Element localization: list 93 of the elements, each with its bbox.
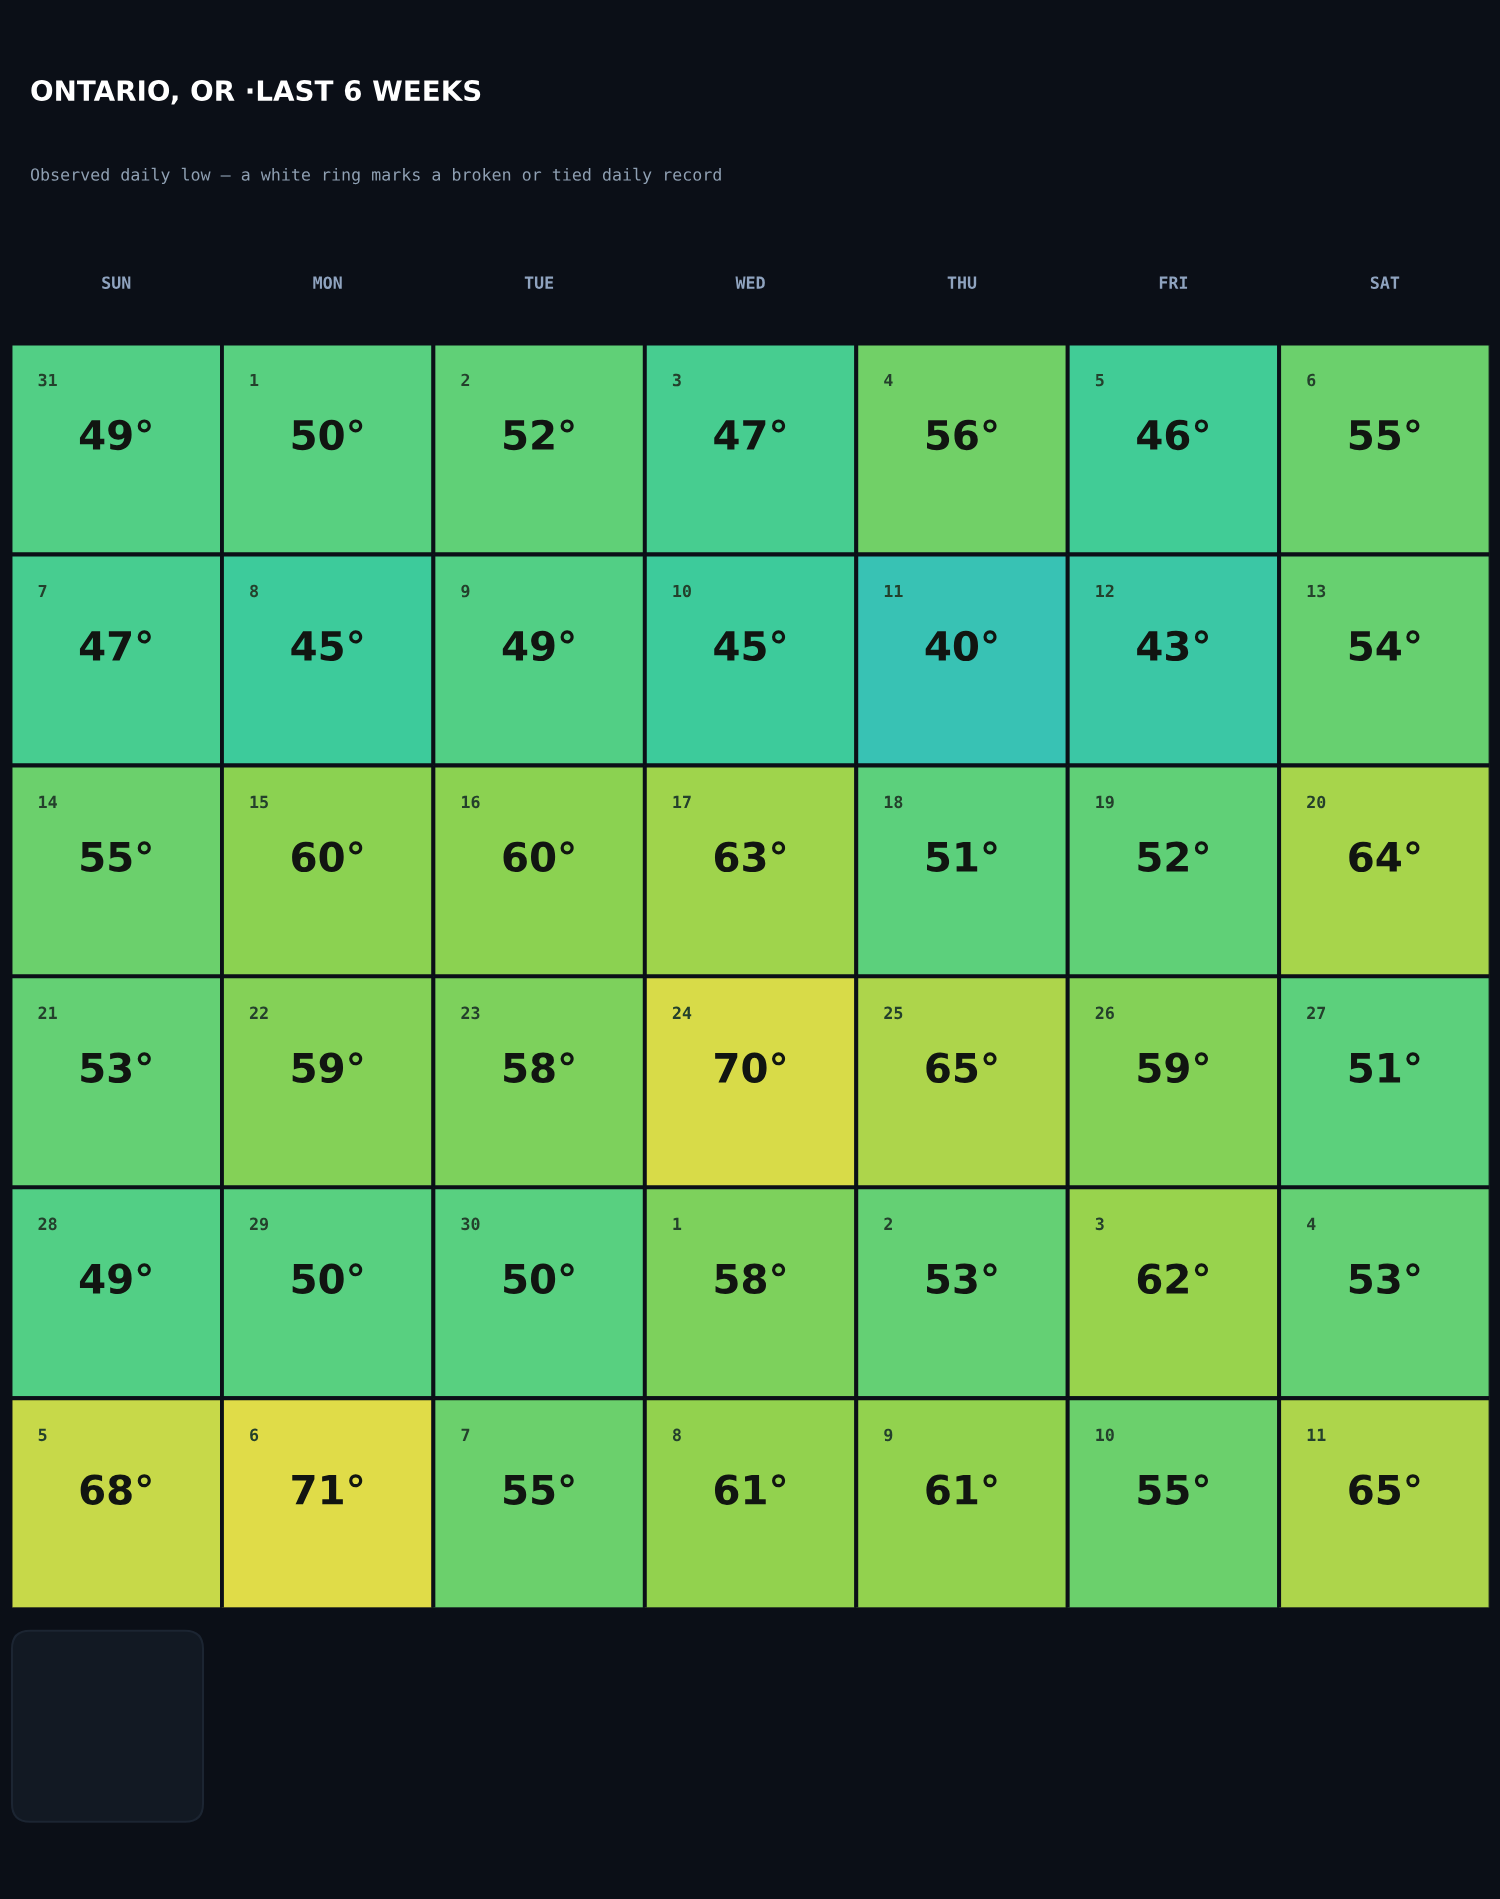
- data-label: 60°: [292, 841, 363, 873]
- data-label: 59°: [292, 1052, 363, 1084]
- annotation: 5: [38, 1428, 47, 1442]
- annotation: 27: [1307, 1006, 1326, 1019]
- data-label: 58°: [715, 1263, 786, 1294]
- data-label: 50°: [292, 1263, 363, 1294]
- data-label: 52°: [1138, 841, 1208, 873]
- x-tick-label: MON: [313, 276, 342, 289]
- annotation: 11: [884, 584, 903, 598]
- annotation: 4: [1307, 1217, 1316, 1230]
- annotation: 1: [250, 373, 259, 387]
- data-label: 40°: [925, 630, 997, 662]
- data-label: 50°: [504, 1263, 574, 1294]
- annotation: 30: [461, 1217, 480, 1231]
- annotation: 19: [1096, 795, 1114, 809]
- data-label: 43°: [1137, 630, 1208, 662]
- annotation: 6: [1307, 373, 1316, 387]
- data-label: 59°: [1138, 1052, 1208, 1084]
- chart-subtitle: Observed daily low — a white ring marks a broken or tied daily record: [30, 167, 721, 185]
- data-label: 60°: [503, 841, 574, 873]
- annotation: 14: [39, 795, 57, 809]
- data-label: 65°: [1349, 1474, 1420, 1505]
- annotation: 29: [249, 1217, 269, 1231]
- data-label: 47°: [714, 419, 786, 450]
- annotation: 2: [884, 1217, 892, 1230]
- data-label: 49°: [79, 1263, 151, 1294]
- data-label: 50°: [292, 419, 363, 451]
- annotation: 13: [1307, 584, 1326, 598]
- data-label: 61°: [714, 1474, 786, 1505]
- annotation: 5: [1095, 373, 1104, 387]
- annotation: 3: [672, 373, 681, 387]
- data-label: 55°: [1349, 419, 1420, 451]
- data-label: 63°: [714, 841, 786, 873]
- annotation: 21: [38, 1006, 57, 1019]
- x-tick-label: TUE: [524, 276, 554, 289]
- data-label: 53°: [81, 1052, 151, 1084]
- annotation: 4: [884, 373, 893, 387]
- annotation: 7: [461, 1428, 470, 1441]
- x-tick-label: WED: [735, 276, 765, 289]
- data-label: 53°: [927, 1263, 997, 1294]
- data-label: 62°: [1137, 1263, 1208, 1294]
- annotation: 8: [250, 584, 259, 598]
- annotation: 20: [1307, 795, 1326, 809]
- annotation: 11: [1307, 1428, 1326, 1441]
- data-label: 71°: [292, 1474, 363, 1505]
- annotation: 25: [884, 1006, 903, 1020]
- annotation: 15: [250, 795, 268, 809]
- data-label: 49°: [502, 630, 574, 662]
- data-label: 68°: [80, 1474, 151, 1505]
- annotation: 1: [673, 1217, 682, 1230]
- data-label: 55°: [504, 1474, 574, 1505]
- x-tick-label: SUN: [102, 276, 131, 289]
- data-label: 49°: [79, 419, 151, 451]
- annotation: 7: [38, 584, 47, 598]
- data-label: 58°: [504, 1052, 574, 1084]
- data-label: 45°: [291, 630, 363, 662]
- annotation: 9: [461, 584, 470, 598]
- x-tick-label: SAT: [1370, 276, 1400, 289]
- annotation: 10: [1096, 1428, 1114, 1442]
- data-label: 54°: [1349, 630, 1420, 662]
- annotation: 31: [38, 373, 57, 387]
- annotation: 12: [1096, 584, 1114, 598]
- annotation: 22: [249, 1006, 268, 1019]
- chart-title: ONTARIO, OR ·LAST 6 WEEKS: [31, 80, 481, 105]
- data-label: 70°: [715, 1052, 786, 1084]
- data-label: 56°: [927, 419, 997, 451]
- data-label: 55°: [1138, 1474, 1208, 1505]
- data-label: 64°: [1349, 841, 1420, 873]
- annotation: 6: [250, 1428, 259, 1442]
- annotation: 16: [461, 795, 480, 809]
- data-label: 46°: [1137, 419, 1208, 451]
- annotation: 23: [461, 1006, 480, 1020]
- annotation: 17: [673, 795, 691, 809]
- annotation: 9: [884, 1428, 893, 1442]
- x-tick-label: FRI: [1159, 276, 1188, 289]
- data-label: 51°: [1349, 1052, 1420, 1084]
- data-label: 52°: [504, 419, 574, 451]
- annotation: 18: [884, 795, 903, 809]
- annotation: 10: [673, 584, 691, 598]
- data-label: 61°: [926, 1474, 997, 1505]
- data-label: 65°: [926, 1052, 997, 1084]
- annotation: 24: [672, 1006, 692, 1019]
- data-label: 51°: [927, 841, 997, 873]
- data-label: 55°: [81, 841, 151, 873]
- data-label: 45°: [714, 630, 786, 662]
- annotation: 8: [672, 1428, 681, 1442]
- annotation: 2: [461, 373, 470, 387]
- annotation: 3: [1095, 1217, 1104, 1231]
- data-label: 47°: [79, 630, 151, 661]
- x-tick-label: THU: [947, 276, 977, 289]
- data-label: 53°: [1349, 1263, 1420, 1294]
- annotation: 26: [1095, 1006, 1114, 1020]
- annotation: 28: [38, 1217, 57, 1231]
